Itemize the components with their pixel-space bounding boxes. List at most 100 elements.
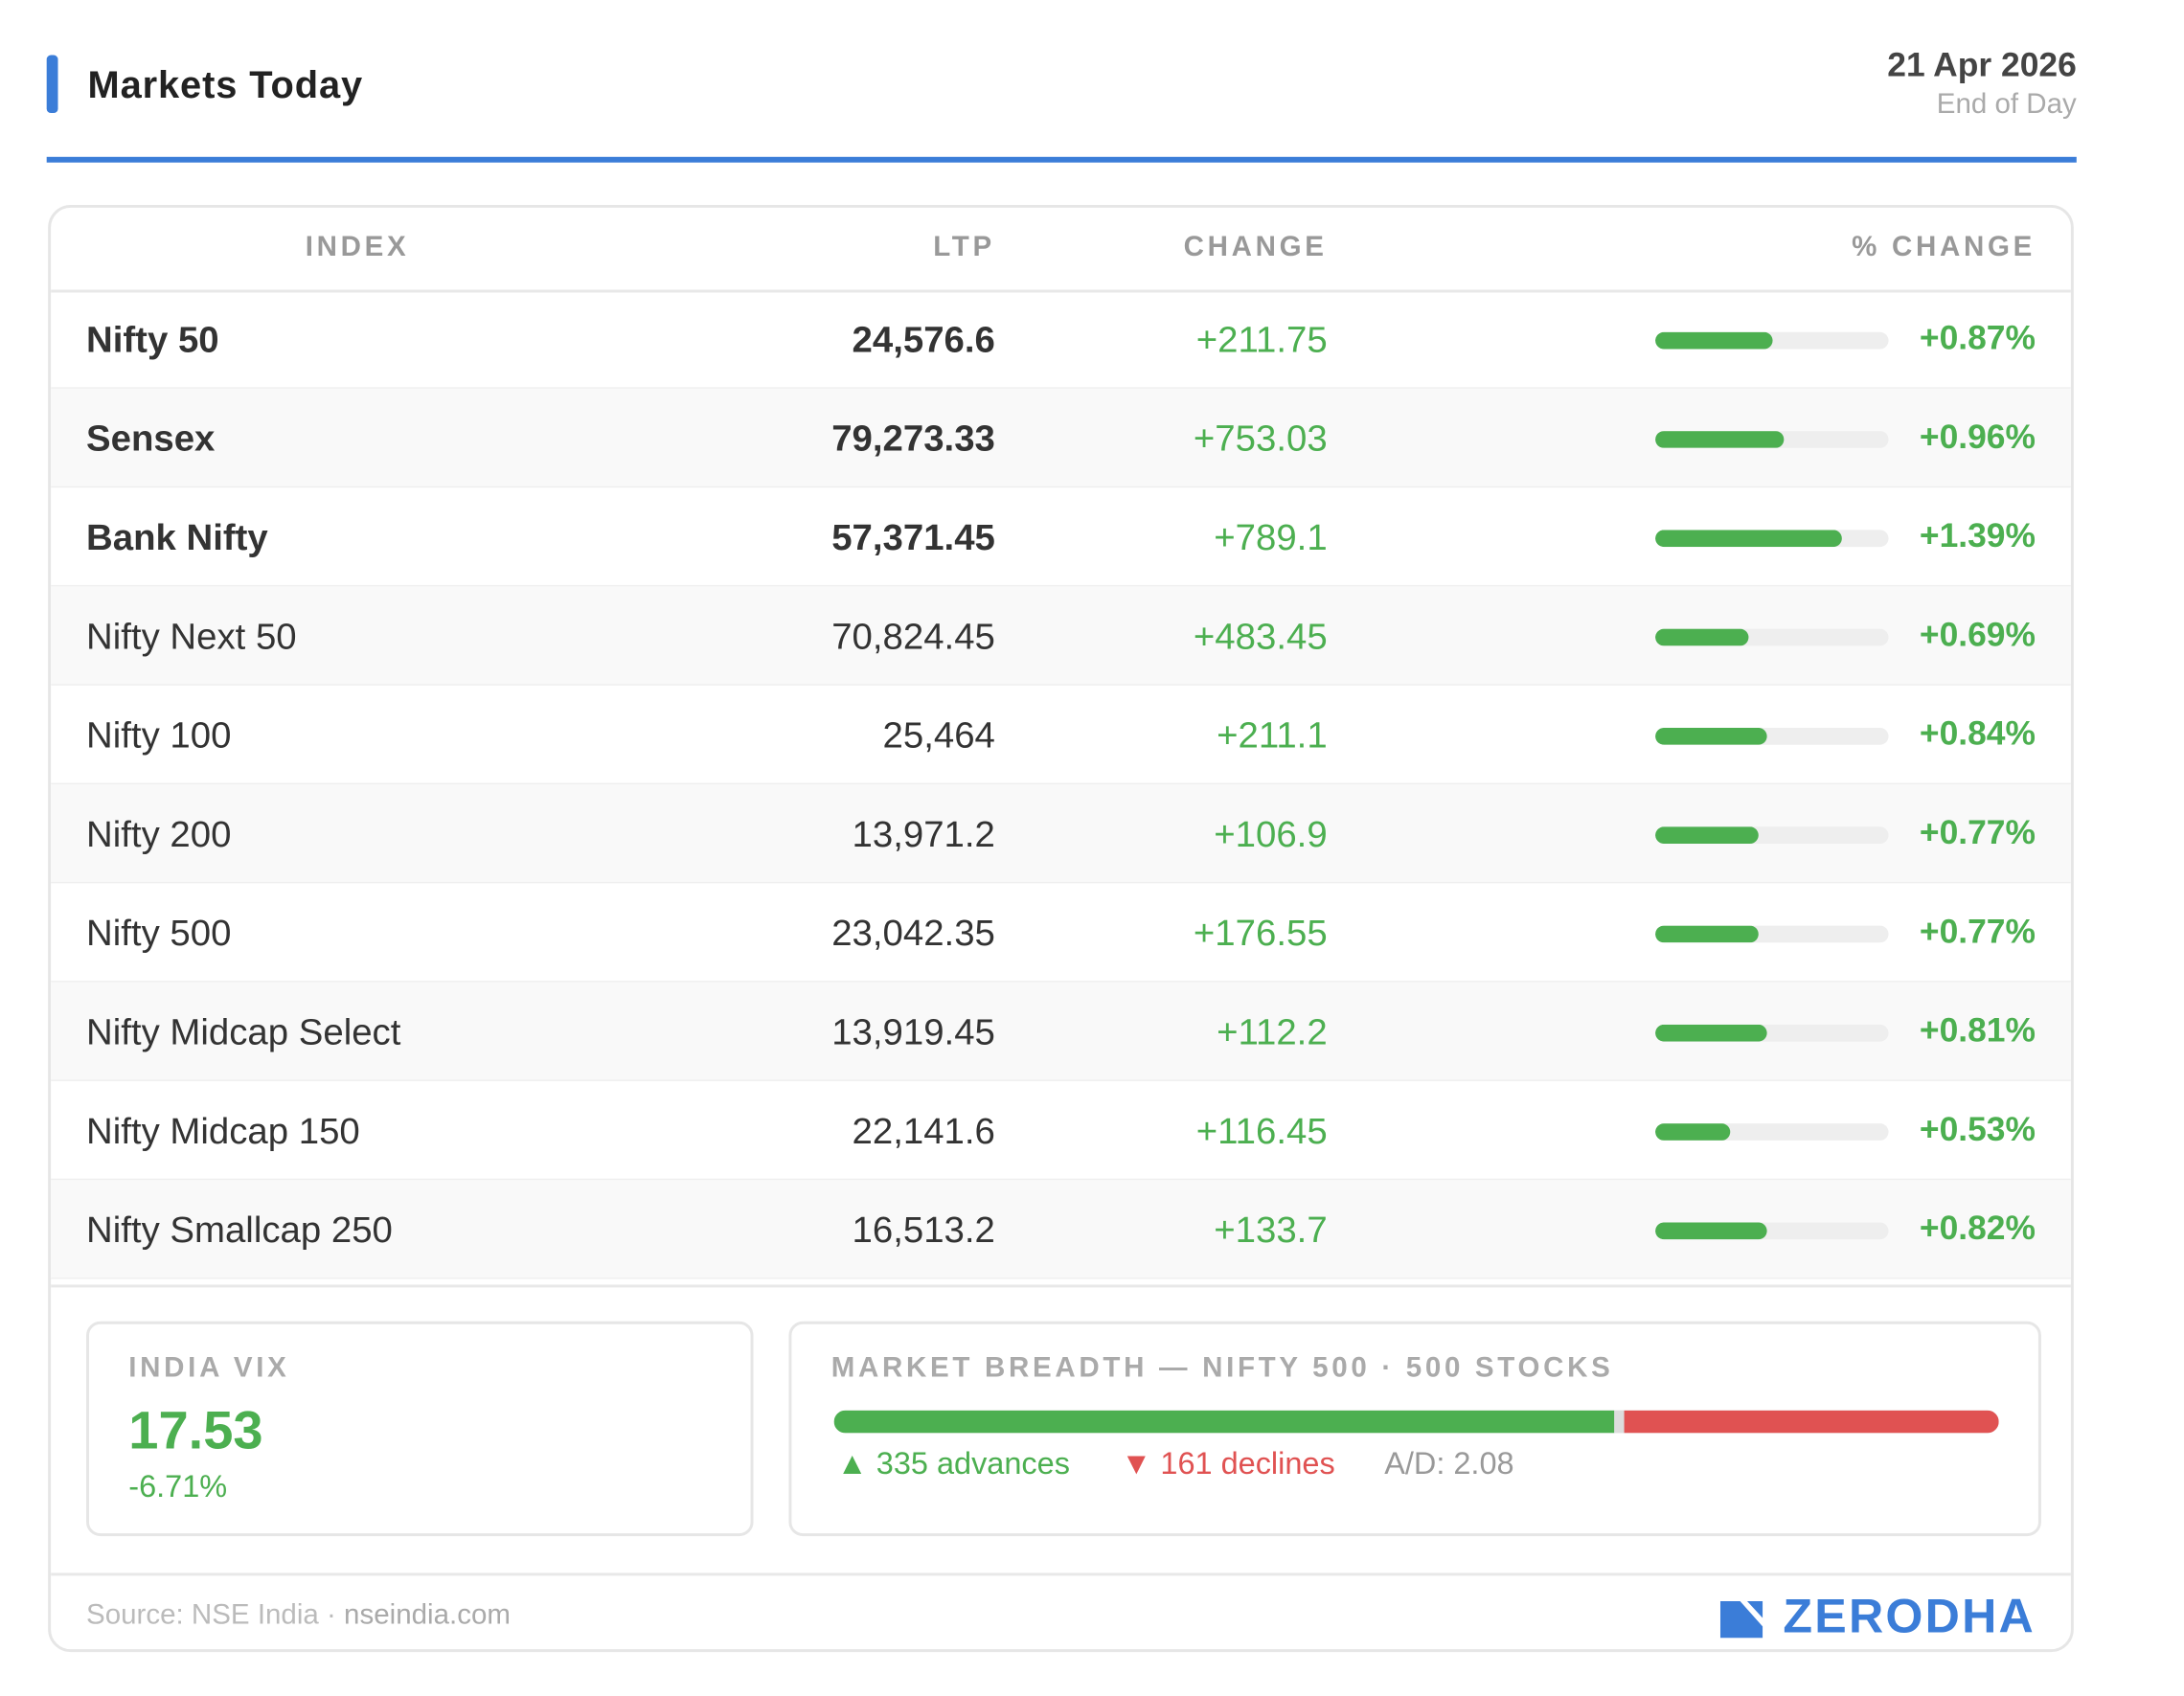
pct-change-bar-fill	[1655, 331, 1772, 350]
pct-change-bar	[1655, 727, 1889, 745]
vix-change: -6.71%	[128, 1468, 228, 1504]
index-name: Nifty Smallcap 250	[86, 1208, 393, 1251]
pct-change-bar	[1655, 331, 1889, 350]
index-change: +753.03	[1193, 417, 1328, 460]
index-change: +112.2	[1217, 1010, 1328, 1053]
index-change: +211.1	[1217, 713, 1328, 757]
table-row: Nifty 50 24,576.6 +211.75 +0.87%	[51, 290, 2071, 389]
index-ltp: 70,824.45	[831, 614, 995, 658]
ad-ratio: A/D: 2.08	[1384, 1445, 1514, 1481]
index-name: Nifty 500	[86, 911, 232, 955]
zerodha-logo-icon	[1720, 1600, 1763, 1639]
table-row: Nifty Midcap 150 22,141.6 +116.45 +0.53%	[51, 1081, 2071, 1181]
index-pct-change: +0.96%	[1919, 418, 2036, 457]
header: Markets Today 21 Apr 2026 End of Day	[46, 45, 2077, 164]
pct-change-bar-fill	[1655, 826, 1759, 844]
index-name: Nifty 200	[86, 812, 232, 855]
index-pct-change: +0.84%	[1919, 714, 2036, 754]
index-ltp: 25,464	[882, 713, 995, 757]
title-accent-bar	[46, 55, 58, 114]
pct-change-bar	[1655, 530, 1889, 548]
index-pct-change: +0.87%	[1919, 319, 2036, 358]
market-date: 21 Apr 2026	[1887, 46, 2077, 85]
index-ltp: 57,371.45	[831, 515, 995, 558]
index-pct-change: +1.39%	[1919, 517, 2036, 555]
pct-change-bar	[1655, 431, 1889, 448]
index-pct-change: +0.53%	[1919, 1110, 2036, 1149]
index-change: +176.55	[1193, 911, 1328, 955]
index-name: Bank Nifty	[86, 515, 268, 558]
table-row: Nifty Next 50 70,824.45 +483.45 +0.69%	[51, 586, 2071, 686]
pct-change-bar-fill	[1655, 1024, 1767, 1042]
index-pct-change: +0.77%	[1919, 913, 2036, 952]
indices-card: INDEX LTP CHANGE % CHANGE Nifty 50 24,57…	[48, 204, 2074, 1653]
index-ltp: 16,513.2	[852, 1208, 995, 1251]
vix-value: 17.53	[128, 1401, 263, 1461]
pct-change-bar	[1655, 1123, 1889, 1141]
vix-label: INDIA VIX	[128, 1352, 290, 1384]
pct-change-bar	[1655, 925, 1889, 943]
breadth-advances-segment	[833, 1410, 1615, 1434]
pct-change-bar-fill	[1655, 530, 1842, 548]
index-ltp: 79,273.33	[831, 417, 995, 460]
declines-count: ▼ 161 declines	[1121, 1445, 1335, 1481]
index-ltp: 23,042.35	[831, 911, 995, 955]
pct-change-bar	[1655, 826, 1889, 844]
pct-change-bar-fill	[1655, 431, 1784, 448]
table-row: Bank Nifty 57,371.45 +789.1 +1.39%	[51, 487, 2071, 587]
breadth-declines-segment	[1624, 1410, 1999, 1434]
column-header-change: CHANGE	[1183, 232, 1328, 263]
source-prefix: Source: NSE India ·	[86, 1599, 336, 1631]
brand: ZERODHA	[1720, 1590, 2036, 1644]
index-name: Nifty Next 50	[86, 614, 297, 658]
source-link[interactable]: nseindia.com	[344, 1599, 511, 1631]
table-header: INDEX LTP CHANGE % CHANGE	[51, 208, 2071, 293]
index-change: +483.45	[1193, 614, 1328, 658]
breadth-bar	[833, 1410, 1999, 1434]
column-header-pct-change: % CHANGE	[1852, 232, 2036, 263]
index-name: Nifty Midcap 150	[86, 1109, 360, 1152]
table-row: Nifty 100 25,464 +211.1 +0.84%	[51, 686, 2071, 785]
pct-change-bar	[1655, 1222, 1889, 1240]
header-divider	[46, 156, 2077, 163]
breadth-stats: ▲ 335 advances ▼ 161 declines A/D: 2.08	[837, 1446, 1514, 1482]
index-pct-change: +0.81%	[1919, 1011, 2036, 1051]
table-row: Nifty 500 23,042.35 +176.55 +0.77%	[51, 883, 2071, 983]
index-pct-change: +0.77%	[1919, 814, 2036, 852]
pct-change-bar-fill	[1655, 1123, 1730, 1141]
index-ltp: 13,919.45	[831, 1010, 995, 1053]
table-row: Nifty 200 13,971.2 +106.9 +0.77%	[51, 784, 2071, 884]
column-header-index: INDEX	[305, 232, 410, 263]
brand-name: ZERODHA	[1783, 1590, 2036, 1644]
pct-change-bar-fill	[1655, 1222, 1767, 1240]
page-title: Markets Today	[87, 63, 364, 106]
index-change: +789.1	[1214, 515, 1328, 558]
index-pct-change: +0.69%	[1919, 616, 2036, 655]
index-change: +116.45	[1195, 1109, 1328, 1152]
footer: Source: NSE India · nseindia.com ZERODHA	[51, 1572, 2071, 1649]
breadth-label: MARKET BREADTH — NIFTY 500 · 500 STOCKS	[830, 1352, 1614, 1384]
pct-change-bar	[1655, 628, 1889, 646]
index-change: +106.9	[1214, 812, 1328, 855]
pct-change-bar	[1655, 1024, 1889, 1042]
index-name: Sensex	[86, 417, 216, 460]
index-ltp: 24,576.6	[852, 318, 995, 361]
pct-change-bar-fill	[1655, 628, 1749, 646]
breadth-unchanged-segment	[1614, 1410, 1625, 1434]
index-ltp: 13,971.2	[852, 812, 995, 855]
index-name: Nifty 100	[86, 713, 232, 757]
pct-change-bar-fill	[1655, 925, 1759, 943]
index-pct-change: +0.82%	[1919, 1210, 2036, 1249]
market-breadth-panel: MARKET BREADTH — NIFTY 500 · 500 STOCKS …	[788, 1321, 2041, 1537]
source-note: Source: NSE India · nseindia.com	[86, 1599, 511, 1632]
table-row: Nifty Smallcap 250 16,513.2 +133.7 +0.82…	[51, 1180, 2071, 1279]
index-name: Nifty 50	[86, 318, 219, 361]
session-label: End of Day	[1936, 88, 2077, 121]
column-header-ltp: LTP	[933, 232, 995, 263]
pct-change-bar-fill	[1655, 727, 1767, 745]
index-name: Nifty Midcap Select	[86, 1010, 401, 1053]
table-row: Nifty Midcap Select 13,919.45 +112.2 +0.…	[51, 982, 2071, 1081]
summary-section: INDIA VIX 17.53 -6.71% MARKET BREADTH — …	[51, 1284, 2071, 1575]
india-vix-panel: INDIA VIX 17.53 -6.71%	[86, 1321, 754, 1537]
